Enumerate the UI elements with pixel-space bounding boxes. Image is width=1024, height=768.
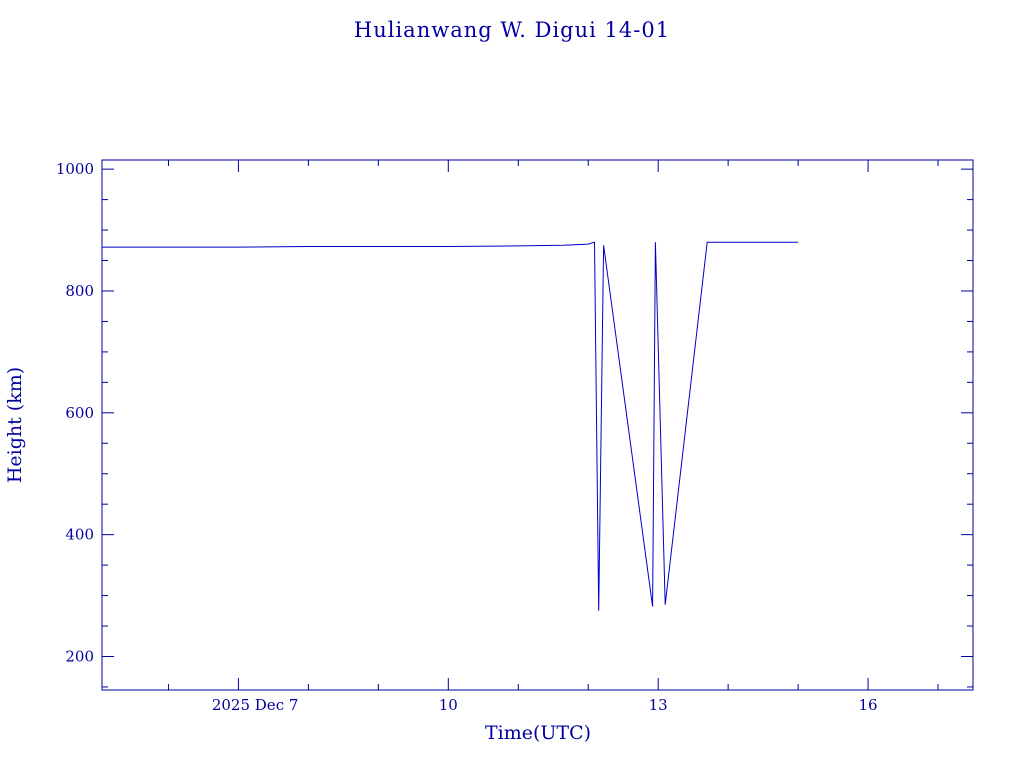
x-tick-label: 10 bbox=[439, 696, 458, 714]
x-axis: 2025 Dec 7 10 13 16 bbox=[167, 160, 939, 714]
y-tick-label: 800 bbox=[65, 282, 94, 300]
x-axis-label: Time(UTC) bbox=[485, 722, 591, 744]
series-line-0 bbox=[102, 241, 799, 611]
y-tick-label: 1000 bbox=[56, 160, 94, 178]
plot-frame bbox=[101, 159, 974, 691]
x-tick-label: 13 bbox=[649, 696, 668, 714]
y-tick-label: 400 bbox=[65, 526, 94, 544]
y-axis-label: Height (km) bbox=[4, 367, 26, 483]
x-tick-label: 16 bbox=[859, 696, 878, 714]
series-group bbox=[102, 241, 799, 611]
chart-title: Hulianwang W. Digui 14-01 bbox=[354, 18, 670, 42]
y-axis: 200 400 600 800 1000 bbox=[56, 160, 973, 688]
y-tick-label: 200 bbox=[65, 647, 94, 665]
y-tick-label: 600 bbox=[65, 404, 94, 422]
x-tick-label: 2025 Dec 7 bbox=[212, 696, 299, 714]
